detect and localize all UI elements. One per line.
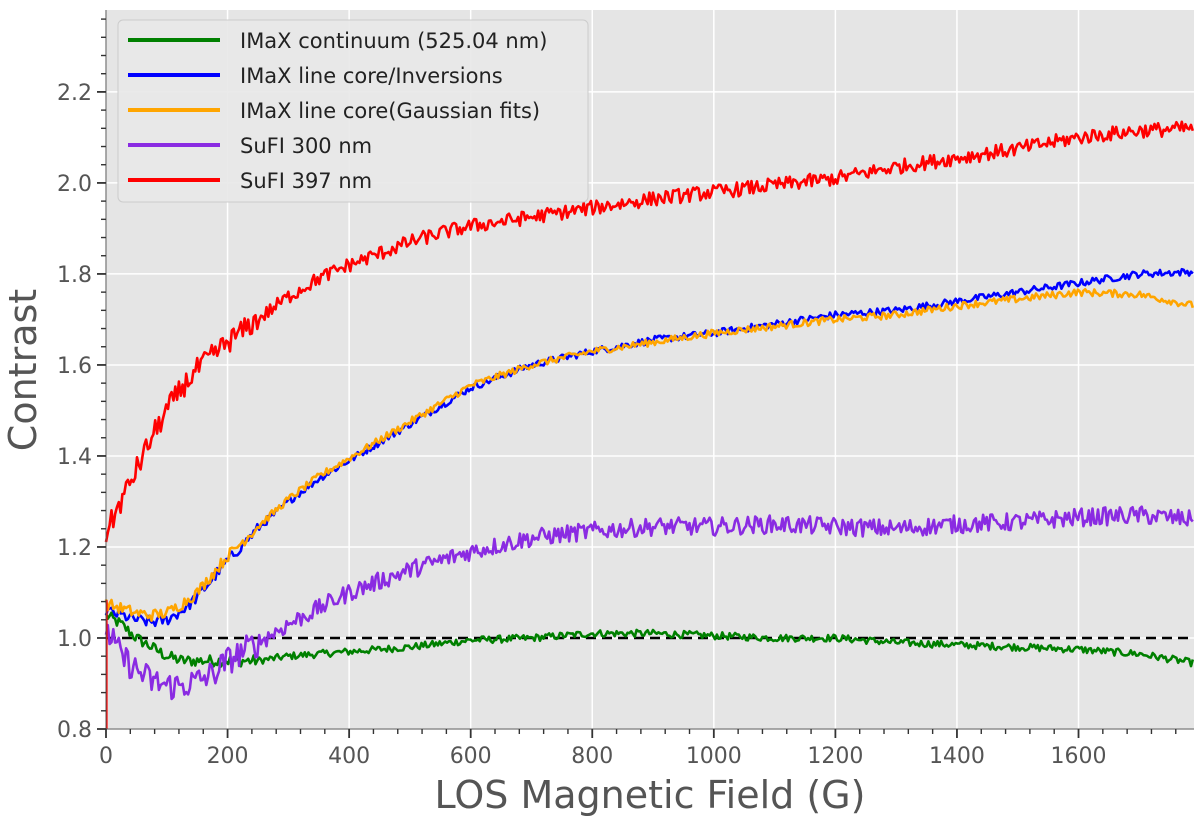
legend-label: IMaX line core/Inversions	[240, 64, 503, 88]
legend-label: IMaX line core(Gaussian fits)	[240, 99, 540, 123]
y-tick-label: 1.0	[57, 627, 92, 652]
x-tick-label: 400	[328, 744, 370, 769]
x-tick-label: 600	[450, 744, 492, 769]
legend-label: IMaX continuum (525.04 nm)	[240, 29, 547, 53]
legend-label: SuFI 300 nm	[240, 134, 372, 158]
legend-item: IMaX line core(Gaussian fits)	[128, 99, 540, 123]
x-tick-label: 800	[571, 744, 613, 769]
legend-item: IMaX continuum (525.04 nm)	[128, 29, 547, 53]
series-line	[104, 120, 1195, 543]
legend-label: SuFI 397 nm	[240, 169, 372, 193]
y-tick-label: 2.0	[57, 172, 92, 197]
legend-item: SuFI 397 nm	[128, 169, 372, 193]
legend-item: SuFI 300 nm	[128, 134, 372, 158]
x-tick-label: 1400	[929, 744, 985, 769]
series-line	[104, 287, 1195, 623]
x-tick-label: 0	[99, 744, 113, 769]
y-tick-label: 1.6	[57, 354, 92, 379]
series-line	[104, 505, 1194, 701]
x-tick-label: 1600	[1051, 744, 1107, 769]
y-tick-label: 1.2	[57, 536, 92, 561]
y-tick-label: 0.8	[57, 718, 92, 743]
legend-box	[117, 19, 589, 203]
x-tick-label: 200	[207, 744, 249, 769]
y-axis-title: Contrast	[1, 289, 45, 451]
y-tick-label: 2.2	[57, 81, 92, 106]
x-axis-title: LOS Magnetic Field (G)	[435, 773, 866, 817]
y-tick-label: 1.8	[57, 263, 92, 288]
x-axis: 0 200 400 600 800 1000 1200 1400 1600	[99, 728, 1194, 769]
series-line	[104, 611, 1195, 668]
y-axis: 0.8 1.0 1.2 1.4 1.6 1.8 2.0 2.2	[57, 10, 107, 743]
series-layer	[104, 120, 1195, 701]
y-tick-label: 1.4	[57, 445, 92, 470]
legend-item: IMaX line core/Inversions	[128, 64, 503, 88]
x-tick-label: 1000	[686, 744, 742, 769]
x-tick-label: 1200	[807, 744, 863, 769]
legend: IMaX continuum (525.04 nm) IMaX line cor…	[117, 19, 589, 203]
